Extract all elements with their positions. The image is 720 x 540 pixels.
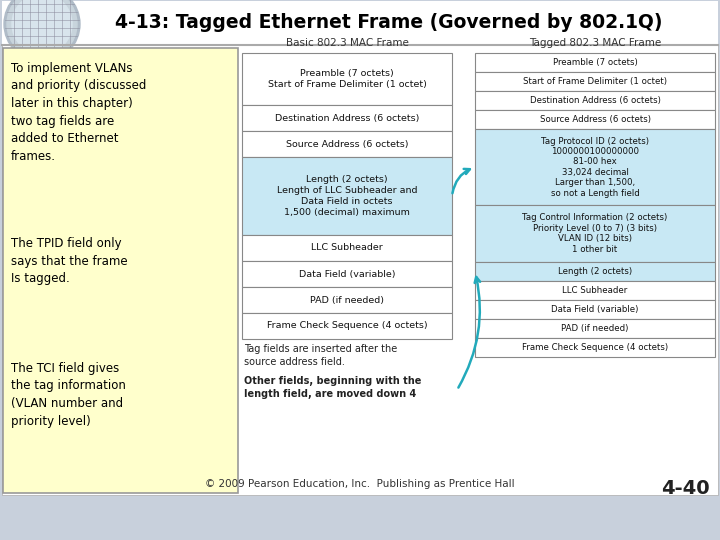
Bar — [475, 262, 715, 281]
Text: Preamble (7 octets)
Start of Frame Delimiter (1 octet): Preamble (7 octets) Start of Frame Delim… — [268, 69, 426, 89]
Text: Data Field (variable): Data Field (variable) — [299, 269, 395, 279]
Bar — [475, 205, 715, 262]
Bar — [475, 110, 715, 129]
Text: Data Field (variable): Data Field (variable) — [552, 305, 639, 314]
Bar — [2, 1, 718, 45]
Text: Tag fields are inserted after the
source address field.: Tag fields are inserted after the source… — [244, 344, 397, 367]
Bar — [475, 129, 715, 205]
Text: PAD (if needed): PAD (if needed) — [310, 295, 384, 305]
Text: Tag Control Information (2 octets)
Priority Level (0 to 7) (3 bits)
VLAN ID (12 : Tag Control Information (2 octets) Prior… — [523, 213, 667, 254]
Text: Other fields, beginning with the
length field, are moved down 4: Other fields, beginning with the length … — [244, 376, 421, 399]
Text: Destination Address (6 octets): Destination Address (6 octets) — [275, 113, 419, 123]
Text: The TPID field only
says that the frame
Is tagged.: The TPID field only says that the frame … — [11, 237, 127, 285]
Bar — [242, 157, 452, 235]
Bar — [475, 53, 715, 72]
Text: Source Address (6 octets): Source Address (6 octets) — [539, 115, 650, 124]
Bar — [475, 300, 715, 319]
Bar — [242, 105, 452, 131]
Text: 4-13: Tagged Ethernet Frame (Governed by 802.1Q): 4-13: Tagged Ethernet Frame (Governed by… — [115, 14, 662, 32]
Text: Basic 802.3 MAC Frame: Basic 802.3 MAC Frame — [286, 38, 408, 48]
Text: PAD (if needed): PAD (if needed) — [562, 324, 629, 333]
Text: Frame Check Sequence (4 octets): Frame Check Sequence (4 octets) — [266, 321, 427, 330]
Text: Length (2 octets): Length (2 octets) — [558, 267, 632, 276]
Text: Destination Address (6 octets): Destination Address (6 octets) — [530, 96, 660, 105]
Bar — [242, 53, 452, 105]
Bar — [475, 281, 715, 300]
Text: To implement VLANs
and priority (discussed
later in this chapter)
two tag fields: To implement VLANs and priority (discuss… — [11, 62, 146, 163]
Bar — [242, 313, 452, 339]
Bar — [475, 319, 715, 338]
Text: Frame Check Sequence (4 octets): Frame Check Sequence (4 octets) — [522, 343, 668, 352]
Bar — [3, 48, 238, 493]
Circle shape — [7, 0, 77, 59]
Bar — [242, 261, 452, 287]
Bar — [475, 91, 715, 110]
Circle shape — [12, 0, 72, 54]
Circle shape — [4, 0, 80, 62]
Bar — [242, 287, 452, 313]
Text: Start of Frame Delimiter (1 octet): Start of Frame Delimiter (1 octet) — [523, 77, 667, 86]
Text: The TCI field gives
the tag information
(VLAN number and
priority level): The TCI field gives the tag information … — [11, 362, 126, 428]
Text: © 2009 Pearson Education, Inc.  Publishing as Prentice Hall: © 2009 Pearson Education, Inc. Publishin… — [205, 479, 515, 489]
Text: Preamble (7 octets): Preamble (7 octets) — [553, 58, 637, 67]
Bar — [242, 235, 452, 261]
Bar — [475, 72, 715, 91]
Text: LLC Subheader: LLC Subheader — [311, 244, 383, 253]
Text: Source Address (6 octets): Source Address (6 octets) — [286, 139, 408, 148]
Text: 4-40: 4-40 — [662, 478, 710, 497]
Text: Length (2 octets)
Length of LLC Subheader and
Data Field in octets
1,500 (decima: Length (2 octets) Length of LLC Subheade… — [276, 176, 418, 217]
Bar — [2, 45, 718, 495]
Text: LLC Subheader: LLC Subheader — [562, 286, 628, 295]
Bar — [242, 131, 452, 157]
Bar — [475, 338, 715, 357]
Text: Tag Protocol ID (2 octets)
1000000100000000
81-00 hex
33,024 decimal
Larger than: Tag Protocol ID (2 octets) 1000000100000… — [541, 137, 649, 198]
Text: Tagged 802.3 MAC Frame: Tagged 802.3 MAC Frame — [529, 38, 661, 48]
